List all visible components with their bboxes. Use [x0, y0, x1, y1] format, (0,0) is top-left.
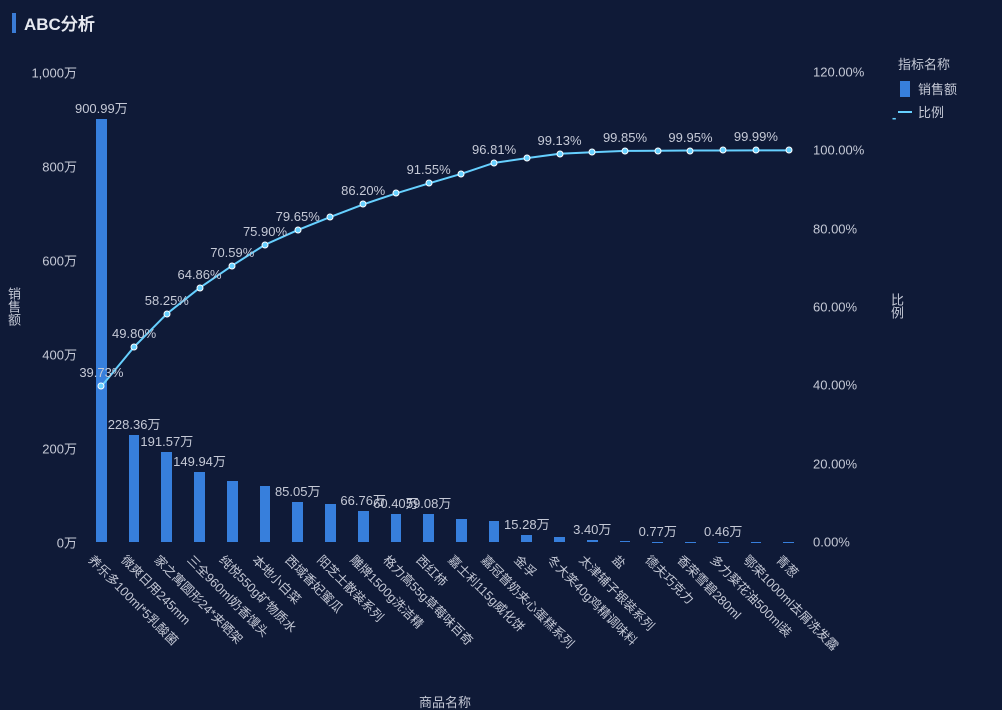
line-point[interactable] [294, 227, 301, 234]
line-value-label: 39.73% [79, 365, 123, 380]
bar-value-label: 3.40万 [573, 519, 611, 538]
y-left-tick: 400万 [17, 345, 77, 364]
bar-value-label: 59.08万 [406, 493, 452, 512]
line-point[interactable] [262, 241, 269, 248]
line-point[interactable] [458, 170, 465, 177]
bar[interactable] [227, 481, 238, 542]
bar[interactable] [587, 540, 598, 542]
line-point[interactable] [785, 147, 792, 154]
line-value-label: 99.99% [734, 129, 778, 144]
y-left-tick: 1,000万 [17, 63, 77, 82]
y-right-tick: 120.00% [813, 65, 864, 80]
bar[interactable] [718, 542, 729, 543]
line-point[interactable] [163, 310, 170, 317]
bar[interactable] [194, 472, 205, 542]
bar[interactable] [652, 542, 663, 543]
y-right-tick: 20.00% [813, 456, 857, 471]
line-value-label: 91.55% [407, 162, 451, 177]
bar[interactable] [751, 542, 762, 543]
y-left-axis-title: 销售额 [4, 287, 23, 326]
line-value-label: 75.90% [243, 224, 287, 239]
line-point[interactable] [196, 284, 203, 291]
line-point[interactable] [720, 147, 727, 154]
bar-value-label: 15.28万 [504, 514, 550, 533]
chart-area: 900.99万228.36万191.57万149.94万85.05万66.76万… [0, 40, 1002, 710]
line-point[interactable] [589, 149, 596, 156]
y-left-tick: 0万 [17, 533, 77, 552]
bar[interactable] [260, 486, 271, 542]
y-left-tick: 600万 [17, 251, 77, 270]
line-value-label: 49.80% [112, 326, 156, 341]
line-point[interactable] [392, 190, 399, 197]
bar[interactable] [456, 519, 467, 543]
y-right-tick: 100.00% [813, 143, 864, 158]
bar-value-label: 191.57万 [140, 431, 193, 450]
y-right-tick: 0.00% [813, 535, 850, 550]
line-value-label: 70.59% [210, 245, 254, 260]
y-right-tick: 40.00% [813, 378, 857, 393]
bar[interactable] [161, 452, 172, 542]
line-point[interactable] [229, 262, 236, 269]
line-point[interactable] [98, 383, 105, 390]
line-value-label: 64.86% [177, 267, 221, 282]
chart-title: ABC分析 [24, 10, 95, 35]
line-value-label: 96.81% [472, 142, 516, 157]
line-value-label: 99.13% [537, 133, 581, 148]
line-value-label: 79.65% [276, 209, 320, 224]
bar[interactable] [554, 537, 565, 542]
bar[interactable] [96, 119, 107, 542]
line-value-label: 99.95% [668, 130, 712, 145]
bar[interactable] [423, 514, 434, 542]
line-point[interactable] [491, 159, 498, 166]
line-point[interactable] [131, 343, 138, 350]
bar-value-label: 900.99万 [75, 98, 128, 117]
bar[interactable] [129, 435, 140, 542]
plot-area: 900.99万228.36万191.57万149.94万85.05万66.76万… [85, 72, 805, 542]
bar-value-label: 0.46万 [704, 521, 742, 540]
line-value-label: 99.85% [603, 130, 647, 145]
y-right-axis-title: 比例 [887, 293, 906, 319]
bar[interactable] [685, 542, 696, 543]
line-point[interactable] [556, 150, 563, 157]
bar-value-label: 0.77万 [639, 521, 677, 540]
bar[interactable] [521, 535, 532, 542]
chart-container: ABC分析 指标名称 销售额 - 比例 900.99万228.36万191.57… [0, 0, 1002, 710]
line-point[interactable] [752, 147, 759, 154]
line-value-label: 86.20% [341, 183, 385, 198]
line-point[interactable] [327, 213, 334, 220]
line-point[interactable] [687, 147, 694, 154]
bar[interactable] [620, 541, 631, 542]
x-category-label: 盐 [609, 550, 631, 572]
y-right-tick: 60.00% [813, 300, 857, 315]
line-point[interactable] [425, 180, 432, 187]
bar[interactable] [325, 504, 336, 542]
bar-value-label: 149.94万 [173, 451, 226, 470]
bar[interactable] [391, 514, 402, 542]
bar-value-label: 228.36万 [108, 414, 161, 433]
bar[interactable] [783, 542, 794, 543]
y-left-tick: 800万 [17, 157, 77, 176]
y-left-tick: 200万 [17, 439, 77, 458]
line-point[interactable] [654, 147, 661, 154]
title-bar: ABC分析 [12, 10, 95, 35]
x-axis-title: 商品名称 [419, 692, 471, 710]
bar[interactable] [292, 502, 303, 542]
line-point[interactable] [360, 201, 367, 208]
line-point[interactable] [523, 155, 530, 162]
line-value-label: 58.25% [145, 293, 189, 308]
bar[interactable] [489, 521, 500, 542]
y-right-tick: 80.00% [813, 221, 857, 236]
title-marker [12, 13, 16, 33]
line-point[interactable] [622, 147, 629, 154]
bar[interactable] [358, 511, 369, 542]
bar-value-label: 85.05万 [275, 481, 321, 500]
